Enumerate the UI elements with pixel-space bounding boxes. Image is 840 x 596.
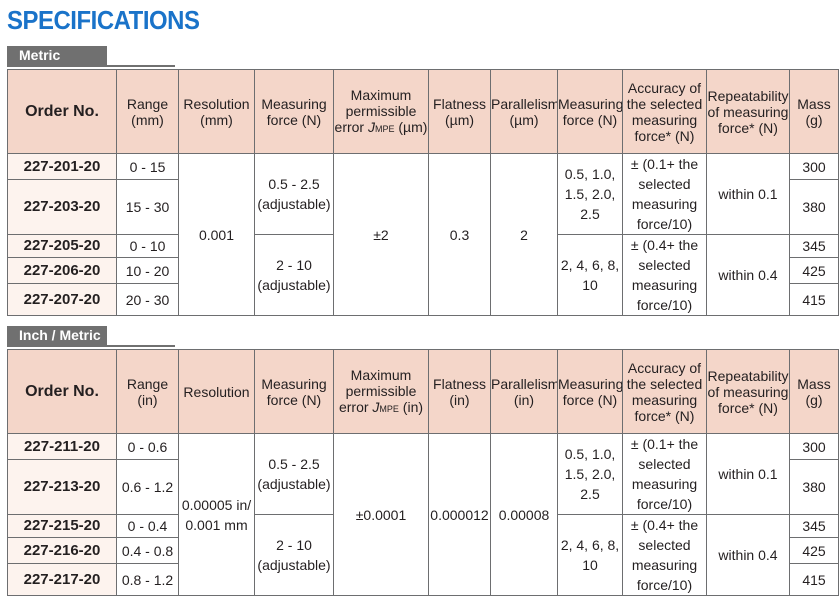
section-label-inch-metric: Inch / Metric <box>7 326 107 345</box>
range: 10 - 20 <box>116 257 179 285</box>
order-no: 227-205-20 <box>7 233 117 259</box>
order-no: 227-217-20 <box>7 563 117 596</box>
table-row: 227-215-20 0 - 0.4 2 - 10 (adjustable) 2… <box>7 513 839 596</box>
flatness: 0.000012 <box>428 433 491 596</box>
accuracy: ± (0.1+ the selected measuring force/10) <box>622 153 707 235</box>
order-no: 227-203-20 <box>7 179 117 235</box>
range: 0 - 0.6 <box>116 433 179 460</box>
mass: 425 <box>789 257 839 285</box>
range: 0 - 0.4 <box>116 513 179 539</box>
mass: 345 <box>789 233 839 259</box>
mass: 380 <box>789 179 839 235</box>
measuring-force: 2 - 10 (adjustable) <box>254 514 334 596</box>
header-resolution: Resolution <box>178 349 255 434</box>
table-row: 227-211-20 0 - 0.6 0.00005 in/ 0.001 mm … <box>7 433 839 596</box>
order-no: 227-213-20 <box>7 459 117 515</box>
header-mpe: Maximum permissible error JMPE (µm) <box>333 69 429 154</box>
mass: 300 <box>789 153 839 180</box>
header-resolution: Resolution (mm) <box>178 69 255 154</box>
table-row: 227-206-20 10 - 20 425 <box>7 257 839 285</box>
range: 0.6 - 1.2 <box>116 459 179 515</box>
section-label-metric: Metric <box>7 46 107 65</box>
header-parallelism: Parallelism (µm) <box>490 69 558 154</box>
header-accuracy: Accuracy of the selected measuring force… <box>622 349 707 434</box>
table-row: 227-217-20 0.8 - 1.2 415 <box>7 563 839 596</box>
mpe: ±2 <box>333 153 429 316</box>
mass: 300 <box>789 433 839 460</box>
header-measuring-force-2: Measuring force (N) <box>557 349 623 434</box>
mass: 345 <box>789 513 839 539</box>
header-parallelism: Parallelism (in) <box>490 349 558 434</box>
section-rule <box>7 345 175 347</box>
mass: 380 <box>789 459 839 515</box>
range: 0.4 - 0.8 <box>116 537 179 565</box>
header-measuring-force: Measuring force (N) <box>254 69 334 154</box>
header-measuring-force-2: Measuring force (N) <box>557 69 623 154</box>
measuring-force-set: 2, 4, 6, 8, 10 <box>557 234 623 316</box>
header-repeatability: Repeatability of measuring force* (N) <box>706 69 790 154</box>
header-range: Range (in) <box>116 349 179 434</box>
measuring-force: 0.5 - 2.5 (adjustable) <box>254 153 334 235</box>
resolution: 0.001 <box>178 153 255 316</box>
accuracy: ± (0.4+ the selected measuring force/10) <box>622 234 707 316</box>
order-no: 227-215-20 <box>7 513 117 539</box>
order-no: 227-216-20 <box>7 537 117 565</box>
header-measuring-force: Measuring force (N) <box>254 349 334 434</box>
order-no: 227-206-20 <box>7 257 117 285</box>
range: 20 - 30 <box>116 283 179 316</box>
repeatability: within 0.1 <box>706 153 790 235</box>
page-title: SPECIFICATIONS <box>7 5 200 35</box>
header-order-no: Order No. <box>7 69 117 154</box>
flatness: 0.3 <box>428 153 491 316</box>
accuracy: ± (0.4+ the selected measuring force/10) <box>622 514 707 596</box>
order-no: 227-201-20 <box>7 153 117 180</box>
header-order-no: Order No. <box>7 349 117 434</box>
mass: 425 <box>789 537 839 565</box>
table-row: 227-207-20 20 - 30 415 <box>7 283 839 316</box>
header-range: Range (mm) <box>116 69 179 154</box>
measuring-force-set: 0.5, 1.0, 1.5, 2.0, 2.5 <box>557 153 623 235</box>
range: 15 - 30 <box>116 179 179 235</box>
range: 0.8 - 1.2 <box>116 563 179 596</box>
spec-table-metric: Order No. Range (mm) Resolution (mm) Mea… <box>7 69 839 316</box>
measuring-force: 0.5 - 2.5 (adjustable) <box>254 433 334 515</box>
range: 0 - 15 <box>116 153 179 180</box>
header-mpe: Maximum permissible error JMPE (in) <box>333 349 429 434</box>
range: 0 - 10 <box>116 233 179 259</box>
table-row: 227-201-20 0 - 15 0.001 0.5 - 2.5 (adjus… <box>7 153 839 316</box>
table-row: 227-205-20 0 - 10 2 - 10 (adjustable) 2,… <box>7 233 839 316</box>
repeatability: within 0.4 <box>706 234 790 316</box>
header-accuracy: Accuracy of the selected measuring force… <box>622 69 707 154</box>
spec-table-inch-metric: Order No. Range (in) Resolution Measurin… <box>7 349 839 596</box>
resolution: 0.00005 in/ 0.001 mm <box>178 433 255 596</box>
measuring-force-set: 0.5, 1.0, 1.5, 2.0, 2.5 <box>557 433 623 515</box>
section-rule <box>7 65 175 67</box>
header-mass: Mass (g) <box>789 349 839 434</box>
order-no: 227-207-20 <box>7 283 117 316</box>
mpe: ±0.0001 <box>333 433 429 596</box>
table-row: 227-216-20 0.4 - 0.8 425 <box>7 537 839 565</box>
table-row: 227-213-20 0.6 - 1.2 380 <box>7 459 839 515</box>
measuring-force: 2 - 10 (adjustable) <box>254 234 334 316</box>
header-flatness: Flatness (in) <box>428 349 491 434</box>
measuring-force-set: 2, 4, 6, 8, 10 <box>557 514 623 596</box>
accuracy: ± (0.1+ the selected measuring force/10) <box>622 433 707 515</box>
order-no: 227-211-20 <box>7 433 117 460</box>
parallelism: 0.00008 <box>490 433 558 596</box>
header-mass: Mass (g) <box>789 69 839 154</box>
repeatability: within 0.1 <box>706 433 790 515</box>
header-repeatability: Repeatability of measuring force* (N) <box>706 349 790 434</box>
repeatability: within 0.4 <box>706 514 790 596</box>
mass: 415 <box>789 563 839 596</box>
table-row: 227-203-20 15 - 30 380 <box>7 179 839 235</box>
header-flatness: Flatness (µm) <box>428 69 491 154</box>
mass: 415 <box>789 283 839 316</box>
parallelism: 2 <box>490 153 558 316</box>
